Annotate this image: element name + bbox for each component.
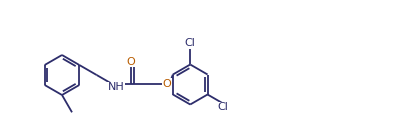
Text: Cl: Cl	[185, 38, 196, 48]
Text: O: O	[163, 79, 171, 89]
Text: O: O	[127, 57, 135, 67]
Text: NH: NH	[108, 82, 124, 92]
Text: Cl: Cl	[218, 102, 229, 112]
